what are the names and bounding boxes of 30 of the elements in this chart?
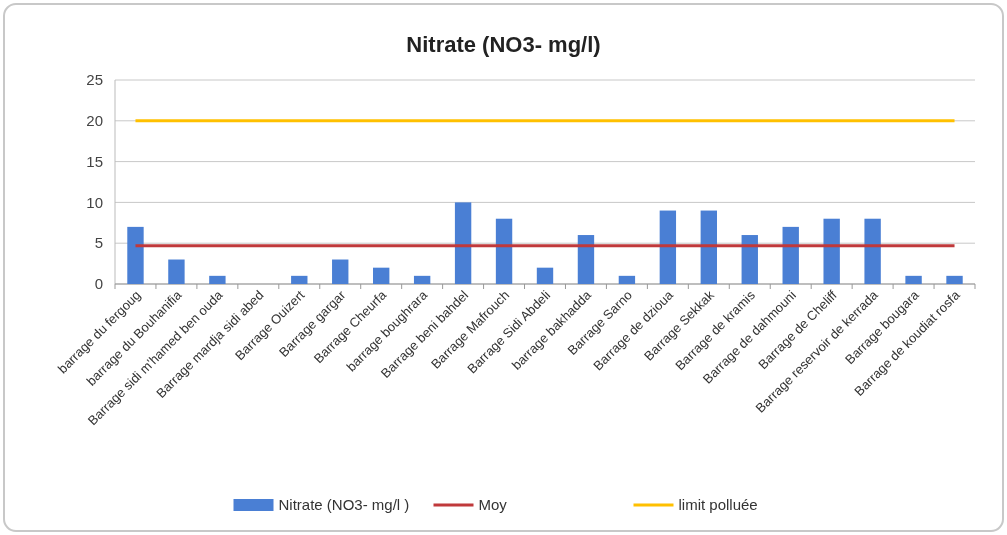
bar (536, 267, 554, 284)
bar (946, 275, 963, 284)
bar (454, 202, 472, 284)
bar (864, 218, 881, 284)
bar (577, 235, 595, 284)
chart-title: Nitrate (NO3- mg/l) (406, 32, 601, 57)
bar (373, 267, 390, 284)
legend-label: Moy (478, 496, 508, 514)
bar (741, 235, 758, 284)
y-tick-label: 0 (94, 275, 103, 293)
bar (823, 218, 840, 284)
bar (291, 275, 308, 284)
bar (905, 275, 922, 284)
bar (495, 218, 513, 284)
bar (413, 275, 431, 284)
bar (782, 226, 799, 284)
bar (700, 210, 717, 284)
y-tick-label: 20 (86, 112, 103, 130)
bar (618, 275, 636, 284)
bar (127, 226, 144, 284)
y-tick-label: 15 (86, 152, 103, 170)
bar (332, 259, 349, 284)
y-tick-label: 5 (94, 234, 103, 252)
bar (168, 259, 185, 284)
bar (209, 275, 226, 284)
legend-label: limit polluée (678, 496, 758, 514)
y-tick-label: 25 (86, 71, 103, 89)
bar (659, 210, 677, 284)
y-tick-label: 10 (86, 193, 103, 211)
legend-label: Nitrate (NO3- mg/l ) (278, 496, 410, 514)
